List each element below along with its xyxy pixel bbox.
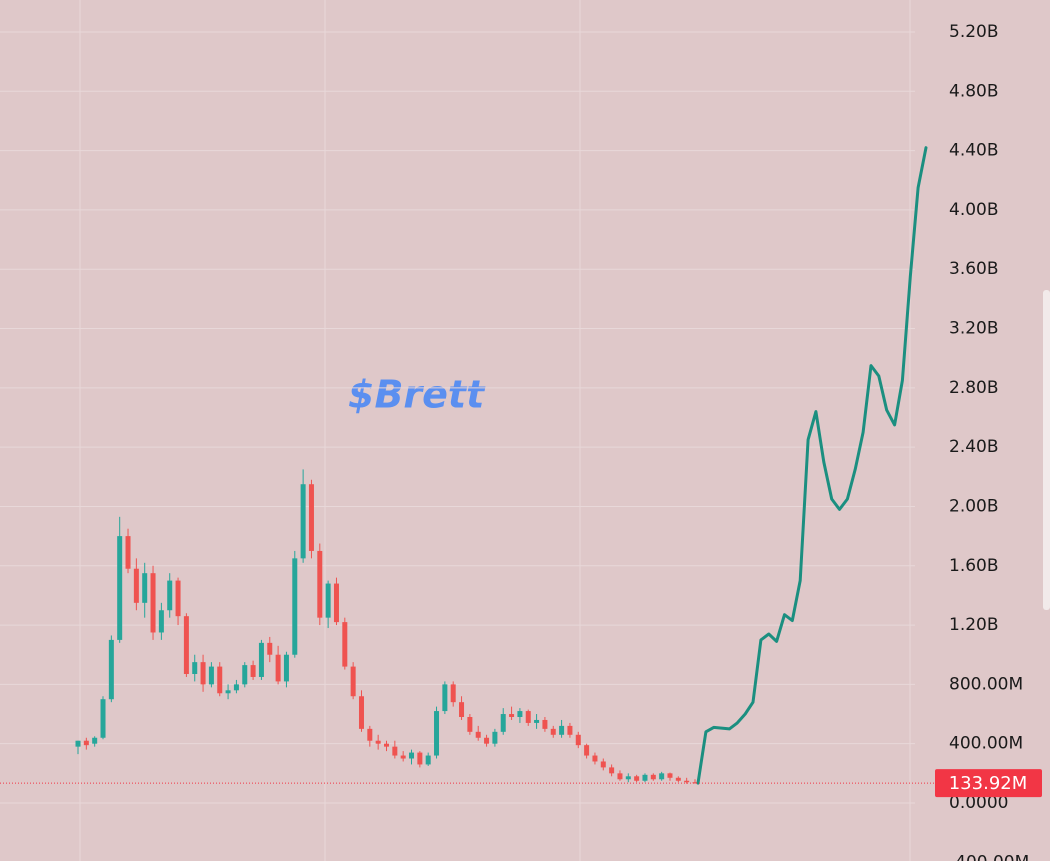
scrollbar[interactable]: [1043, 290, 1050, 610]
candle-body: [392, 746, 398, 756]
candle-body: [642, 774, 648, 781]
candle-body: [692, 782, 698, 784]
candle-body: [650, 774, 656, 780]
candle-body: [467, 716, 473, 732]
candle-body: [667, 773, 673, 778]
y-tick-label: 2.80B: [949, 378, 999, 398]
candle-body: [208, 666, 214, 685]
candle-body: [400, 755, 406, 759]
candle-body: [250, 665, 256, 677]
candle-body: [634, 776, 640, 781]
candle-body: [559, 725, 565, 735]
candle-body: [308, 484, 314, 551]
candle-body: [484, 737, 490, 744]
candle-body: [550, 728, 556, 735]
candle-body: [350, 666, 356, 697]
candle-body: [283, 654, 289, 682]
candle-body: [225, 690, 231, 694]
projection-line: [696, 146, 928, 785]
y-tick-label: 800.00M: [949, 674, 1023, 694]
candle-body: [142, 573, 148, 603]
candle-body: [292, 558, 298, 655]
candle-body: [525, 711, 531, 723]
candle-body: [475, 731, 481, 738]
candle-body: [417, 752, 423, 765]
candle-body: [133, 568, 139, 603]
candle-body: [175, 580, 181, 617]
y-tick-label: 400.00M: [949, 734, 1023, 754]
candle-body: [442, 684, 448, 712]
candle-body: [592, 755, 598, 762]
candle-body: [242, 665, 248, 685]
candle-body: [317, 550, 323, 618]
candle-body: [584, 745, 590, 756]
last-price-box: [935, 769, 1042, 798]
v-grid: [79, 0, 911, 861]
candle-body: [500, 714, 506, 732]
candle-body: [567, 725, 573, 735]
candle-body: [108, 639, 114, 700]
candle-body: [83, 740, 89, 746]
candle-body: [434, 711, 440, 756]
candle-body: [275, 654, 281, 682]
candle-body: [617, 773, 623, 780]
candle-body: [509, 714, 515, 717]
candle-body: [300, 484, 306, 559]
candle-body: [575, 734, 581, 746]
y-tick-label: 2.00B: [949, 496, 999, 516]
candle-body: [492, 731, 498, 744]
candle-body: [600, 761, 606, 768]
y-tick-label: 4.40B: [949, 141, 999, 161]
candle-body: [125, 536, 131, 569]
y-tick-label: -400.00M: [949, 852, 1029, 861]
candle-body: [92, 737, 98, 744]
candle-body: [542, 719, 548, 729]
y-tick-label: 2.40B: [949, 437, 999, 457]
y-tick-label: 1.20B: [949, 615, 999, 635]
candle-body: [75, 740, 81, 747]
candle-body: [325, 583, 331, 618]
candle-body: [258, 642, 264, 677]
y-tick-label: 4.80B: [949, 81, 999, 101]
candle-body: [167, 580, 173, 611]
candle-body: [409, 752, 415, 759]
candle-body: [333, 583, 339, 623]
candle-body: [200, 662, 206, 685]
candle-body: [150, 573, 156, 633]
candle-body: [384, 743, 389, 747]
candle-body: [609, 767, 615, 774]
candle-body: [217, 666, 223, 694]
candle-body: [425, 755, 431, 765]
candle-body: [100, 699, 106, 738]
candle-body: [342, 622, 348, 667]
candle-body: [534, 719, 540, 723]
chart-title: $Brett: [348, 373, 486, 417]
candle-body: [183, 616, 189, 675]
y-tick-label: 4.00B: [949, 200, 999, 220]
y-tick-label: 3.60B: [949, 259, 999, 279]
candle-body: [625, 776, 631, 780]
candle-body: [192, 662, 198, 675]
candle-body: [659, 773, 665, 780]
candle-body: [450, 684, 456, 703]
candle-body: [675, 777, 681, 781]
candle-body: [375, 740, 381, 744]
candle-body: [517, 711, 523, 717]
candle-body: [358, 696, 364, 729]
y-tick-label: 3.20B: [949, 319, 999, 339]
candle-body: [459, 702, 465, 717]
candle-body: [367, 728, 373, 741]
candle-body: [158, 610, 164, 633]
candle-body: [684, 780, 690, 783]
candle-body: [117, 536, 123, 640]
candle-body: [233, 684, 239, 691]
candle-body: [267, 642, 273, 655]
y-tick-label: 0.0000: [949, 793, 1008, 813]
last-price-label: 133.92M: [949, 773, 1028, 794]
y-tick-label: 1.60B: [949, 556, 999, 576]
y-tick-label: 5.20B: [949, 22, 999, 42]
